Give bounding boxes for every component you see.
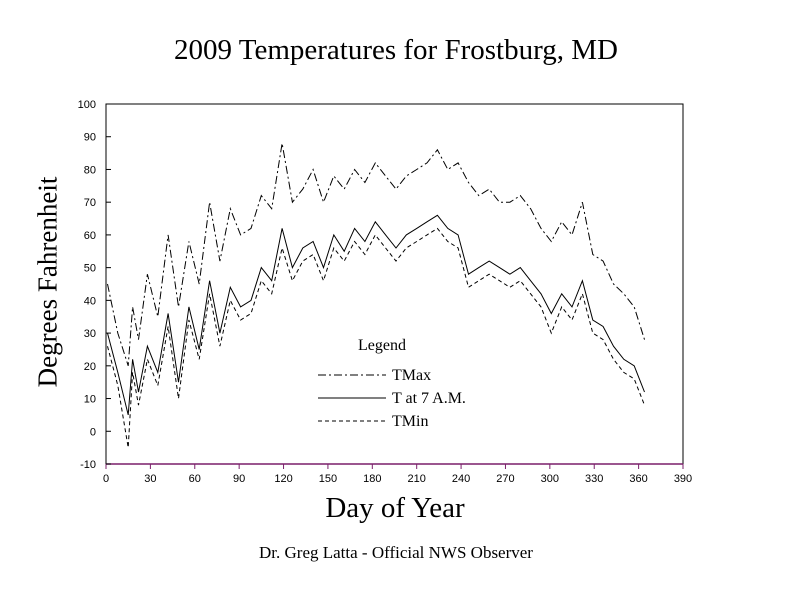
x-tick-label: 240: [452, 473, 470, 485]
y-axis-ticks: -10 0 10 20 30 40 50 60 70 80 90 100: [78, 99, 111, 471]
x-tick-label: 90: [233, 473, 245, 485]
x-tick-label: 60: [189, 473, 201, 485]
series-line-tmin: [107, 227, 645, 448]
series-lines: [107, 143, 645, 448]
x-tick-label: 270: [496, 473, 514, 485]
y-tick-label: 100: [78, 99, 96, 111]
x-tick-label: 360: [629, 473, 647, 485]
plot-frame: [105, 103, 684, 465]
y-tick-label: 50: [84, 263, 96, 275]
legend-label: TMin: [392, 413, 428, 430]
x-axis-label: Day of Year: [325, 492, 465, 524]
observer-credit: Dr. Greg Latta - Official NWS Observer: [259, 543, 533, 562]
x-axis-ticks: 0 30 60 90 120 150 180 210 240 270 300 330 360 390: [103, 464, 692, 485]
x-tick-label: 0: [103, 473, 109, 485]
x-tick-label: 180: [363, 473, 381, 485]
legend-title: Legend: [358, 337, 406, 354]
y-tick-label: 40: [84, 295, 96, 307]
chart-title: 2009 Temperatures for Frostburg, MD: [174, 34, 618, 66]
legend: Legend TMax T at 7 A.M. TMin: [318, 337, 466, 430]
series-line-t-at-7-a-m-: [107, 214, 645, 416]
x-tick-label: 120: [274, 473, 292, 485]
series-line-tmax: [107, 143, 645, 366]
legend-items: TMax T at 7 A.M. TMin: [318, 367, 466, 430]
y-tick-label: 10: [84, 394, 96, 406]
y-axis-label: Degrees Fahrenheit: [32, 176, 63, 388]
legend-label: TMax: [392, 367, 431, 384]
x-tick-label: 390: [674, 473, 692, 485]
x-tick-label: 210: [408, 473, 426, 485]
x-tick-label: 150: [319, 473, 337, 485]
y-tick-label: 0: [90, 426, 96, 438]
y-tick-label: 90: [84, 132, 96, 144]
y-tick-label: 20: [84, 361, 96, 373]
x-tick-label: 30: [144, 473, 156, 485]
legend-label: T at 7 A.M.: [392, 390, 466, 407]
y-tick-label: 70: [84, 197, 96, 209]
y-tick-label: 30: [84, 328, 96, 340]
y-tick-label: -10: [80, 459, 96, 471]
x-tick-label: 330: [585, 473, 603, 485]
x-tick-label: 300: [541, 473, 559, 485]
y-tick-label: 80: [84, 164, 96, 176]
y-tick-label: 60: [84, 230, 96, 242]
